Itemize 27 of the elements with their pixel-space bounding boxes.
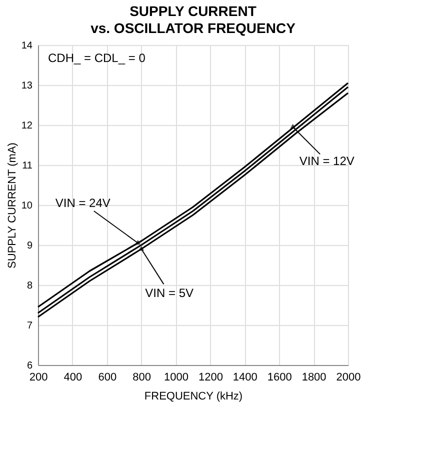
y-tick-label: 6 [26,360,33,372]
y-tick-label: 9 [26,240,33,252]
y-tick-label: 14 [21,40,33,52]
x-tick-label: 800 [132,372,152,384]
chart-title: SUPPLY CURRENT [130,3,257,19]
y-tick-label: 11 [22,160,33,172]
x-tick-label: 1800 [302,372,326,384]
x-tick-label: 2000 [336,372,361,384]
y-tick-label: 13 [21,80,33,92]
x-tick-label: 1200 [198,372,223,384]
y-axis-title: SUPPLY CURRENT (mA) [6,142,18,268]
y-tick-label: 8 [26,280,33,292]
annotation: VIN = 12V [299,154,354,168]
annotation: VIN = 24V [55,196,110,210]
y-tick-label: 12 [21,120,33,132]
y-tick-label: 10 [21,200,33,212]
annotation: VIN = 5V [145,286,194,300]
x-tick-label: 200 [29,372,48,384]
y-tick-label: 7 [26,320,33,332]
x-tick-label: 400 [64,372,82,384]
x-tick-label: 1000 [164,372,189,384]
x-tick-label: 1400 [232,372,258,384]
x-tick-label: 1600 [267,372,292,384]
x-axis-title: FREQUENCY (kHz) [144,390,243,402]
x-tick-label: 600 [98,372,117,384]
chart-subtitle: vs. OSCILLATOR FREQUENCY [90,20,296,36]
annotation: CDH_ = CDL_ = 0 [48,51,146,65]
